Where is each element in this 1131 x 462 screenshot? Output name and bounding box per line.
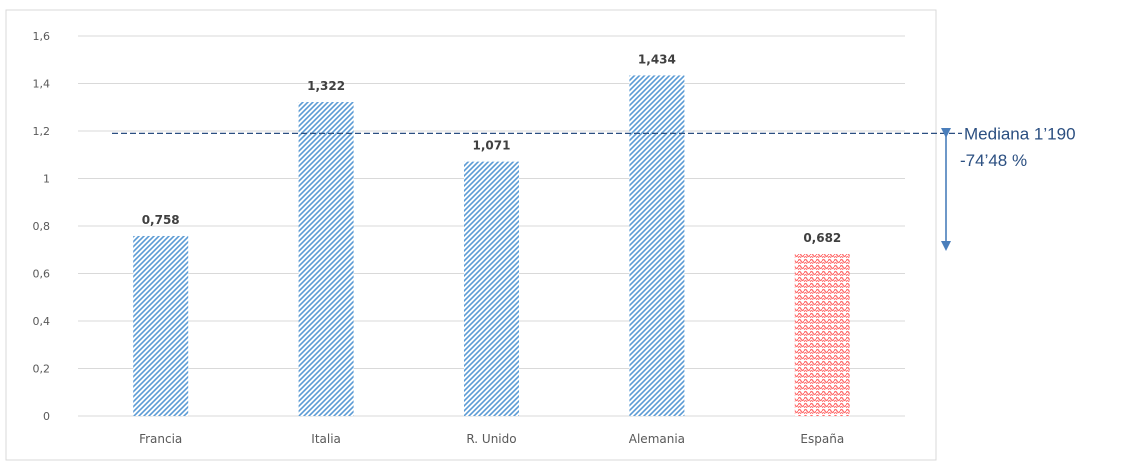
y-tick-label: 0,2 bbox=[33, 363, 51, 376]
bar-alemania bbox=[629, 75, 685, 417]
data-label: 0,682 bbox=[803, 231, 841, 245]
bar-italia bbox=[298, 102, 354, 417]
category-label: Alemania bbox=[629, 432, 685, 446]
y-tick-label: 0 bbox=[43, 410, 50, 423]
y-tick-label: 1,2 bbox=[33, 125, 51, 138]
bar-r-unido bbox=[464, 161, 519, 416]
y-tick-label: 1 bbox=[43, 173, 50, 186]
data-label: 1,071 bbox=[473, 139, 511, 153]
y-tick-label: 1,6 bbox=[33, 30, 51, 43]
category-label: Italia bbox=[311, 432, 341, 446]
y-tick-label: 1,4 bbox=[33, 78, 51, 91]
bar-españa bbox=[794, 254, 850, 416]
category-label: R. Unido bbox=[466, 432, 516, 446]
x-axis-category-labels: Francia Italia R. Unido Alemania España bbox=[139, 432, 844, 446]
median-label: Mediana 1’190 bbox=[964, 124, 1076, 143]
y-tick-label: 0,8 bbox=[33, 220, 51, 233]
category-label: España bbox=[800, 432, 844, 446]
y-tick-label: 0,6 bbox=[33, 268, 51, 281]
y-axis-tick-labels: 0 0,2 0,4 0,6 0,8 1 1,2 1,4 1,6 bbox=[33, 30, 51, 423]
data-label: 1,434 bbox=[638, 52, 676, 66]
y-tick-label: 0,4 bbox=[33, 315, 51, 328]
data-label: 0,758 bbox=[142, 213, 180, 227]
data-labels: 0,758 1,322 1,071 1,434 0,682 bbox=[142, 52, 842, 245]
difference-percentage-label: -74’48 % bbox=[960, 151, 1027, 170]
data-label: 1,322 bbox=[307, 79, 345, 93]
bars bbox=[133, 75, 850, 417]
bar-francia bbox=[133, 235, 189, 416]
category-label: Francia bbox=[139, 432, 182, 446]
